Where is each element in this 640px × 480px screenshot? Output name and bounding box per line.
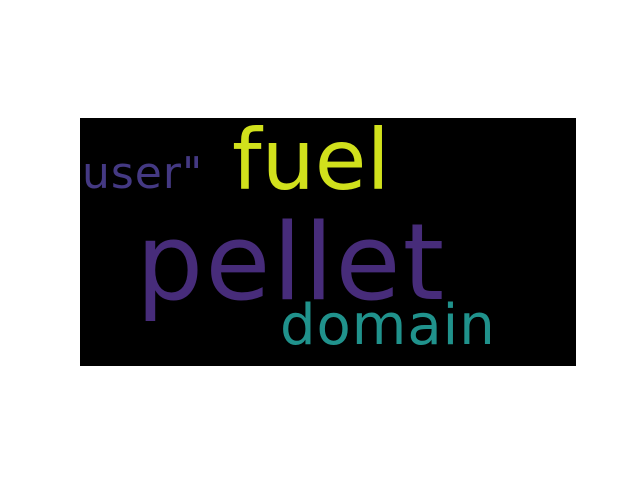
word-fuel: fuel: [232, 118, 390, 209]
word-domain: domain: [280, 293, 496, 358]
word-pellet: pellet: [136, 201, 447, 324]
word-cloud: user" fuel pellet domain: [80, 118, 576, 366]
word-user: user": [82, 148, 204, 199]
